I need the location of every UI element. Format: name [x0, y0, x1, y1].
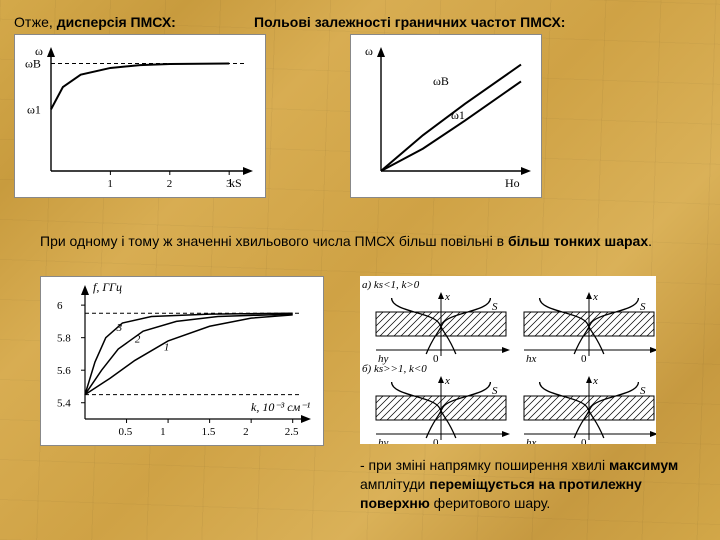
svg-text:x: x [592, 291, 598, 303]
fig3-curve-label-3: 3 [116, 322, 123, 334]
fig3-curve-label-2: 2 [135, 334, 141, 346]
svg-text:0: 0 [581, 437, 587, 444]
fig-field-dependence: ω Ho ωB ω1 [350, 34, 542, 198]
fig2-upper-label: ωB [433, 74, 449, 88]
text-bottom: - при зміні напрямку поширення хвилі мак… [360, 456, 680, 513]
fig1-asymp-label: ωB [25, 56, 41, 70]
fig3-curve-label-1: 1 [164, 342, 170, 354]
svg-text:1.5: 1.5 [202, 426, 216, 438]
svg-text:1: 1 [107, 178, 113, 190]
fig-thickness-curves: 5.4 5.6 5.8 6 0.5 1 1.5 2 2.5 f, ГГц k, 10⁻³ см… [40, 276, 324, 446]
fig-field-profiles: a) ks<1, k>0 x S 0 hy x S 0 hx б) ks>>1, k<0 x S… [360, 276, 656, 444]
text-mid: При одному і тому ж значенні хвильового … [40, 232, 680, 251]
fig-dispersion: 123 ω kS ωB ω1 [14, 34, 266, 198]
heading-right: Польові залежності граничних частот ПМСХ… [254, 14, 565, 30]
fig1-start-label: ω1 [27, 102, 41, 116]
svg-text:6: 6 [57, 300, 63, 312]
svg-text:5.4: 5.4 [57, 398, 71, 410]
svg-text:hx: hx [526, 437, 537, 444]
heading-left: Отже, дисперсія ПМСХ: [14, 14, 176, 30]
fig4-panel-a-label: a) ks<1, k>0 [362, 279, 420, 291]
svg-text:0.5: 0.5 [119, 426, 133, 438]
svg-text:S: S [492, 301, 498, 313]
svg-text:2: 2 [167, 178, 173, 190]
svg-text:S: S [492, 385, 498, 397]
svg-text:0: 0 [581, 353, 587, 365]
fig3-ylabel: f, ГГц [93, 280, 122, 294]
svg-text:2.5: 2.5 [285, 426, 299, 438]
svg-text:S: S [640, 385, 646, 397]
svg-text:0: 0 [433, 437, 439, 444]
svg-text:5.6: 5.6 [57, 365, 71, 377]
svg-text:x: x [444, 291, 450, 303]
fig2-xlabel: Ho [505, 176, 520, 190]
svg-text:S: S [640, 301, 646, 313]
fig1-xlabel: kS [229, 176, 242, 190]
svg-text:hy: hy [378, 437, 389, 444]
fig2-lower-label: ω1 [451, 108, 465, 122]
fig4-panel-b-label: б) ks>>1, k<0 [362, 363, 427, 375]
svg-text:2: 2 [243, 426, 249, 438]
svg-text:0: 0 [433, 353, 439, 365]
svg-text:x: x [444, 375, 450, 387]
heading-left-bold: дисперсія ПМСХ: [57, 14, 176, 30]
text-mid-prefix: При одному і тому ж значенні хвильового … [40, 233, 652, 249]
svg-text:5.8: 5.8 [57, 333, 71, 345]
svg-text:hx: hx [526, 353, 537, 365]
svg-text:1: 1 [160, 426, 166, 438]
fig3-xlabel: k, 10⁻³ см⁻¹ [251, 400, 311, 414]
fig2-ylabel: ω [365, 44, 373, 58]
svg-text:x: x [592, 375, 598, 387]
